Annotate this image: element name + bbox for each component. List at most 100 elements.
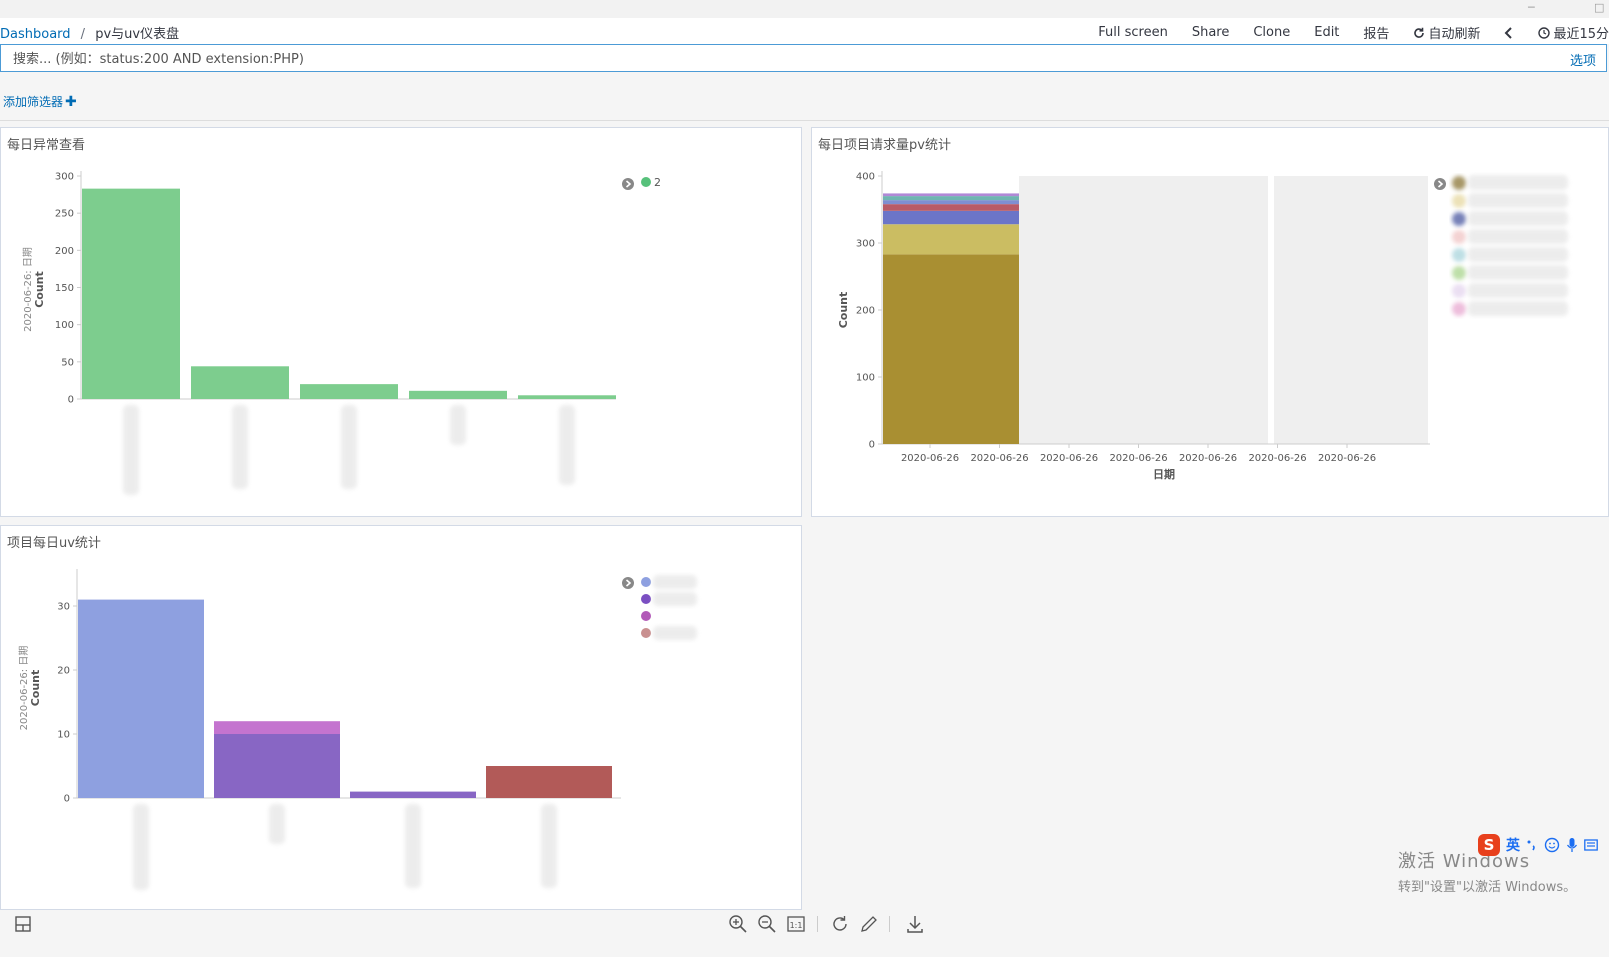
chart-daily-uv: 0 10 20 30 2020-06-26: 日期 Count bbox=[18, 569, 697, 890]
panel-title: 项目每日uv统计 bbox=[7, 536, 101, 551]
legend-swatch bbox=[1452, 284, 1466, 298]
edit-button[interactable]: Edit bbox=[1314, 25, 1340, 40]
ime-toolbar: S 英 bbox=[1478, 833, 1609, 857]
add-filter-label: 添加筛选器 bbox=[3, 95, 64, 109]
y-tick-label: 20 bbox=[57, 666, 70, 677]
y-tick-label: 400 bbox=[856, 172, 875, 183]
zoom-out-icon[interactable] bbox=[757, 914, 777, 934]
legend-toggle-arrow bbox=[625, 180, 632, 188]
bar bbox=[518, 395, 616, 399]
empty-interval-bg bbox=[1019, 176, 1268, 444]
chart-daily-errors: 0 50 100 150 200 250 300 2020-06-26: 日期 Count 2 bbox=[22, 171, 661, 495]
legend-label-redacted bbox=[1468, 211, 1568, 226]
panel-daily-pv: 每日项目请求量pv统计 0 100 200 300 400 Count 2020-06-26… bbox=[811, 127, 1609, 517]
time-back-button[interactable] bbox=[1504, 26, 1514, 39]
y-axis-title: Count bbox=[33, 271, 46, 308]
legend-swatch bbox=[1452, 230, 1466, 244]
legend-swatch bbox=[1452, 176, 1466, 190]
download-icon[interactable] bbox=[905, 914, 925, 934]
add-filter-button[interactable]: 添加筛选器 ✚ bbox=[3, 93, 77, 110]
legend-label-redacted bbox=[1468, 247, 1568, 262]
keyboard-icon[interactable] bbox=[1584, 839, 1598, 851]
legend-toggle-icon[interactable] bbox=[1434, 178, 1446, 190]
x-axis-title: 日期 bbox=[1153, 467, 1175, 481]
sogou-logo-icon[interactable]: S bbox=[1478, 834, 1500, 856]
stacked-bar-segment bbox=[883, 210, 1019, 225]
x-tick-label-redacted bbox=[123, 405, 139, 495]
bottom-toolbar: 1:1 bbox=[0, 910, 1609, 957]
legend-label-redacted bbox=[1468, 265, 1568, 280]
timepicker-button[interactable]: 最近15分 bbox=[1538, 23, 1609, 42]
y-tick-label: 10 bbox=[57, 730, 70, 741]
y-axis-title: Count bbox=[29, 670, 42, 707]
legend-toggle-circle bbox=[622, 178, 634, 190]
legend-toggle-icon[interactable] bbox=[622, 577, 634, 589]
top-nav-actions: Full screen Share Clone Edit 报告 自动刷新 最近1… bbox=[1074, 23, 1609, 42]
rotate-icon[interactable] bbox=[830, 914, 850, 934]
x-tick-label-redacted bbox=[541, 804, 557, 888]
x-tick-label-redacted bbox=[405, 804, 421, 888]
legend-swatch bbox=[1452, 302, 1466, 316]
legend-swatch bbox=[1452, 212, 1466, 226]
legend-label-redacted bbox=[1468, 193, 1568, 208]
search-options-button[interactable]: 选项 bbox=[1569, 54, 1596, 69]
maximize-icon[interactable]: □ bbox=[1594, 1, 1605, 14]
legend-label-redacted bbox=[1468, 301, 1568, 316]
top-nav: Dashboard / pv与uv仪表盘 Full screen Share C… bbox=[0, 18, 1609, 44]
panel-daily-errors: 每日异常查看 0 50 100 150 200 250 300 2020-06-26: 日期 C… bbox=[0, 127, 802, 517]
query-bar: 选项 bbox=[0, 44, 1607, 72]
panel-title: 每日项目请求量pv统计 bbox=[818, 138, 951, 153]
y-tick-label: 250 bbox=[55, 209, 74, 220]
legend-swatch bbox=[641, 177, 651, 187]
fullscreen-button[interactable]: Full screen bbox=[1098, 25, 1168, 40]
search-input[interactable] bbox=[11, 49, 1465, 69]
y-tick-label: 150 bbox=[55, 283, 74, 294]
y-tick-label: 50 bbox=[61, 357, 74, 368]
x-tick-label-redacted bbox=[341, 405, 357, 489]
legend-toggle-circle bbox=[1434, 178, 1446, 190]
zoom-in-icon[interactable] bbox=[728, 914, 748, 934]
microphone-icon[interactable] bbox=[1566, 837, 1578, 853]
panel-toggle-icon[interactable] bbox=[13, 914, 33, 934]
autorefresh-label: 自动刷新 bbox=[1428, 27, 1481, 42]
bar bbox=[82, 188, 180, 399]
x-tick-label-redacted bbox=[232, 405, 248, 489]
y-axis-title: Count bbox=[837, 292, 850, 329]
toolbar-divider bbox=[889, 916, 890, 932]
stacked-bar-segment bbox=[883, 254, 1019, 444]
svg-text:1:1: 1:1 bbox=[790, 921, 803, 930]
filter-bar: 添加筛选器 ✚ bbox=[0, 84, 1609, 121]
legend-toggle-icon[interactable] bbox=[622, 178, 634, 190]
chevron-left-icon bbox=[1505, 26, 1513, 39]
y-tick-label: 0 bbox=[64, 794, 70, 805]
x-tick-label-redacted bbox=[450, 405, 466, 445]
clone-button[interactable]: Clone bbox=[1253, 25, 1291, 40]
share-button[interactable]: Share bbox=[1191, 25, 1230, 40]
legend-label-redacted bbox=[1468, 283, 1568, 298]
empty-interval-bg bbox=[1274, 176, 1428, 444]
emoji-icon[interactable] bbox=[1544, 837, 1560, 853]
actual-size-icon[interactable]: 1:1 bbox=[786, 914, 806, 934]
punctuation-icon[interactable] bbox=[1526, 838, 1538, 852]
y-tick-label: 100 bbox=[856, 373, 875, 384]
legend-swatch bbox=[641, 594, 651, 604]
autorefresh-button[interactable]: 自动刷新 bbox=[1413, 23, 1480, 42]
timepicker-label: 最近15分 bbox=[1553, 27, 1609, 42]
x-tick-label: 2020-06-26 bbox=[1040, 453, 1098, 464]
pencil-icon[interactable] bbox=[859, 914, 879, 934]
legend-swatch bbox=[641, 577, 651, 587]
window-titlebar: ─ □ bbox=[0, 0, 1609, 18]
legend-swatch bbox=[641, 611, 651, 621]
breadcrumb-dashboard-link[interactable]: Dashboard bbox=[0, 27, 71, 42]
minimize-icon[interactable]: ─ bbox=[1528, 1, 1535, 14]
ime-language-toggle[interactable]: 英 bbox=[1506, 838, 1520, 854]
legend-toggle-circle bbox=[622, 577, 634, 589]
x-tick-label-redacted bbox=[559, 405, 575, 485]
stacked-bar-segment bbox=[883, 224, 1019, 255]
legend-label-redacted bbox=[653, 592, 697, 606]
y-tick-label: 30 bbox=[57, 602, 70, 613]
report-button[interactable]: 报告 bbox=[1363, 27, 1390, 42]
y-tick-label: 0 bbox=[869, 440, 875, 451]
stacked-bar-segment bbox=[883, 204, 1019, 211]
legend-swatch bbox=[1452, 194, 1466, 208]
